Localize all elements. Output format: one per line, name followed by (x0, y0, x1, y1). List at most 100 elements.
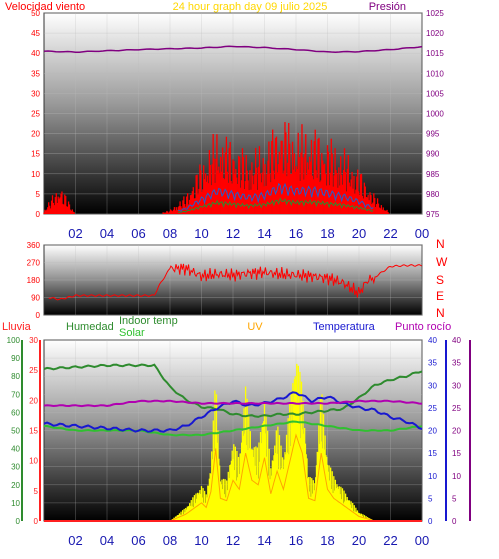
pressure-tick-label: 995 (426, 130, 440, 139)
rain-tick-label: 10 (29, 457, 38, 466)
humidity-tick-label: 70 (11, 390, 20, 399)
time-tick-top: 12 (226, 226, 240, 241)
time-tick-bottom: 06 (131, 533, 145, 548)
temperature-tick-label: 20 (428, 427, 437, 436)
pressure-tick-label: 1020 (426, 29, 444, 38)
humidity-tick-label: 80 (11, 372, 20, 381)
time-tick-bottom: 10 (194, 533, 208, 548)
humidity-tick-label: 30 (11, 463, 20, 472)
compass-n-bottom: N (436, 306, 445, 320)
temperature-tick-label: 25 (428, 404, 437, 413)
humidity-tick-label: 40 (11, 445, 20, 454)
time-tick-top: 16 (289, 226, 303, 241)
uv-tick-label: 30 (452, 381, 461, 390)
direction-tick-label: 360 (27, 241, 41, 250)
uv-tick-label: 5 (452, 494, 457, 503)
temperature-tick-label: 30 (428, 381, 437, 390)
uv-tick-label: 20 (452, 427, 461, 436)
chart-title: 24 hour graph day 09 julio 2025 (173, 1, 328, 13)
time-tick-bottom: 04 (100, 533, 114, 548)
pressure-tick-label: 1000 (426, 110, 444, 119)
temperature-tick-label: 40 (428, 336, 437, 345)
humidity-tick-label: 20 (11, 481, 20, 490)
uv-tick-label: 40 (452, 336, 461, 345)
uv-tick-label: 15 (452, 449, 461, 458)
temperature-tick-label: 0 (428, 517, 433, 526)
pressure-tick-label: 980 (426, 190, 440, 199)
pressure-label: Presión (369, 1, 406, 13)
indoor-temp-line (44, 420, 423, 437)
temperature-tick-label: 15 (428, 449, 437, 458)
compass-w: W (436, 255, 448, 269)
time-tick-top: 22 (383, 226, 397, 241)
humidity-line (43, 363, 423, 418)
wind-tick-label: 25 (31, 110, 40, 119)
time-tick-bottom: 00 (415, 533, 429, 548)
time-tick-bottom: 16 (289, 533, 303, 548)
humidity-tick-label: 100 (7, 336, 21, 345)
dewpoint-line (43, 399, 423, 408)
legend-punto-rocio: Punto rocío (395, 321, 451, 333)
pressure-tick-label: 1015 (426, 49, 444, 58)
temperature-tick-label: 5 (428, 494, 433, 503)
pressure-tick-label: 975 (426, 210, 440, 219)
wind-tick-label: 35 (31, 69, 40, 78)
compass-s: S (436, 273, 444, 287)
wind-tick-label: 50 (31, 9, 40, 18)
wind-tick-label: 15 (31, 150, 40, 159)
uv-tick-label: 35 (452, 359, 461, 368)
time-tick-bottom: 20 (352, 533, 366, 548)
rain-tick-label: 15 (29, 427, 38, 436)
time-tick-bottom: 18 (320, 533, 334, 548)
wind-tick-label: 10 (31, 170, 40, 179)
wind-tick-label: 45 (31, 29, 40, 38)
direction-tick-label: 270 (27, 259, 41, 268)
time-tick-bottom: 02 (68, 533, 82, 548)
direction-tick-label: 180 (27, 276, 41, 285)
time-tick-bottom: 12 (226, 533, 240, 548)
rain-tick-label: 20 (29, 396, 38, 405)
direction-tick-label: 0 (36, 311, 41, 320)
legend-humedad: Humedad (66, 321, 114, 333)
rain-tick-label: 25 (29, 366, 38, 375)
time-tick-bottom: 22 (383, 533, 397, 548)
pressure-line (43, 45, 423, 53)
pressure-tick-label: 985 (426, 170, 440, 179)
legend-lluvia: Lluvia (2, 321, 32, 333)
wind-tick-label: 20 (31, 130, 40, 139)
time-tick-top: 02 (68, 226, 82, 241)
rain-tick-label: 0 (34, 517, 39, 526)
time-tick-top: 14 (257, 226, 271, 241)
time-tick-bottom: 14 (257, 533, 271, 548)
wind-tick-label: 0 (36, 210, 41, 219)
pressure-tick-label: 1005 (426, 89, 444, 98)
wind-average-line (177, 197, 374, 214)
time-tick-bottom: 08 (163, 533, 177, 548)
time-tick-top: 10 (194, 226, 208, 241)
compass-e: E (436, 289, 444, 303)
rain-tick-label: 5 (34, 487, 39, 496)
time-tick-top: 04 (100, 226, 114, 241)
humidity-tick-label: 0 (16, 517, 21, 526)
legend-temperatura: Temperatura (313, 321, 376, 333)
legend-indoor: Indoor temp (119, 315, 178, 327)
wind-tick-label: 5 (36, 190, 41, 199)
pressure-tick-label: 990 (426, 150, 440, 159)
temperature-tick-label: 10 (428, 472, 437, 481)
legend-uv: UV (247, 321, 263, 333)
pressure-tick-label: 1025 (426, 9, 444, 18)
temperature-line (43, 391, 423, 433)
time-tick-top: 08 (163, 226, 177, 241)
rain-tick-label: 30 (29, 336, 38, 345)
time-tick-top: 18 (320, 226, 334, 241)
legend-solar: Solar (119, 327, 145, 339)
uv-tick-label: 0 (452, 517, 457, 526)
direction-tick-label: 90 (31, 294, 40, 303)
temperature-tick-label: 35 (428, 359, 437, 368)
humidity-tick-label: 60 (11, 408, 20, 417)
uv-line (169, 433, 374, 522)
uv-tick-label: 10 (452, 472, 461, 481)
time-tick-top: 06 (131, 226, 145, 241)
